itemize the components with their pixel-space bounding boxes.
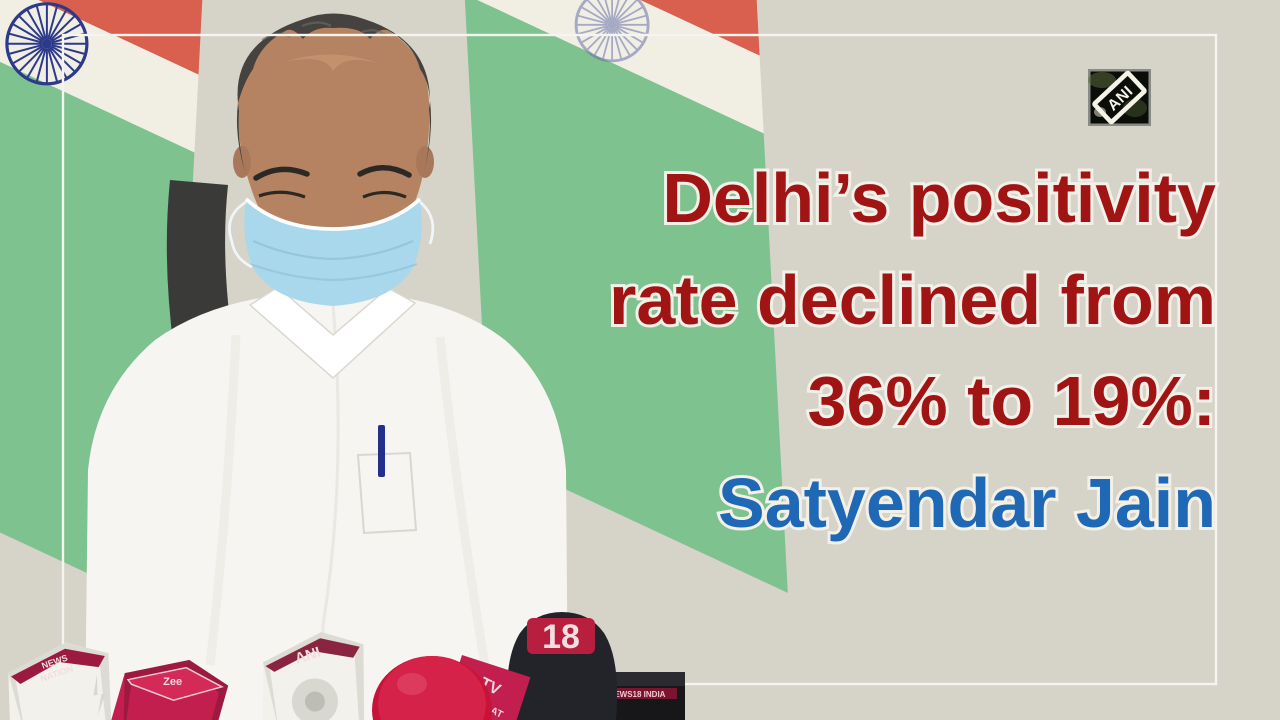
svg-text:18: 18 — [542, 618, 580, 656]
svg-text:Zee: Zee — [163, 676, 182, 688]
